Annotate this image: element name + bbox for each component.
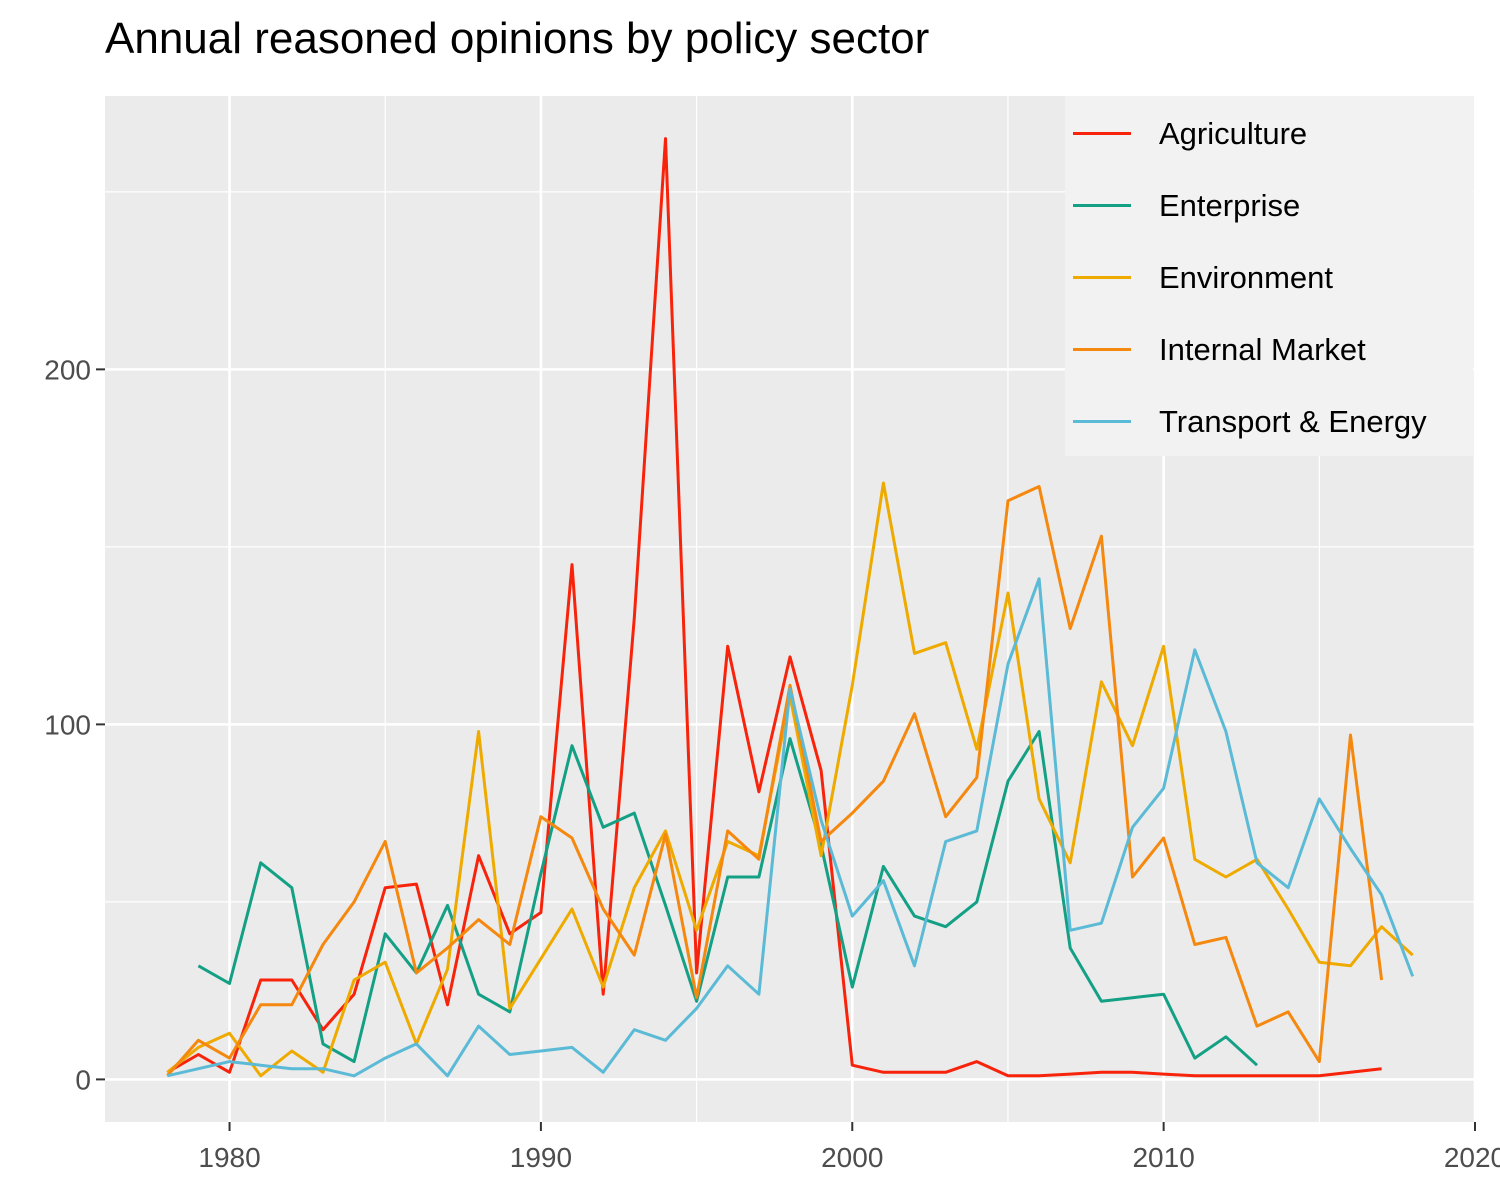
x-tick-label: 1980 — [198, 1142, 260, 1173]
legend-label: Agriculture — [1159, 116, 1308, 151]
legend-item: Agriculture — [1065, 114, 1473, 154]
series-line-internal-market — [166, 485, 1384, 1077]
y-tick-label: 0 — [75, 1064, 91, 1095]
legend-key — [1073, 132, 1131, 135]
series-line-transport-energy — [166, 577, 1415, 1078]
axes: 1980 1990 2000 2010 2020 0 100 200 — [44, 354, 1500, 1173]
legend-label: Transport & Energy — [1159, 404, 1427, 439]
x-tick-label: 2010 — [1132, 1142, 1194, 1173]
x-tick-label: 1990 — [510, 1142, 572, 1173]
x-tick-label: 2020 — [1444, 1142, 1500, 1173]
legend-key — [1073, 420, 1131, 423]
legend-key — [1073, 204, 1131, 207]
legend-key — [1073, 276, 1131, 279]
series-line-enterprise — [197, 730, 1259, 1067]
series-line-agriculture — [166, 137, 1382, 1078]
y-tick-label: 200 — [44, 354, 91, 385]
legend-key — [1073, 348, 1131, 351]
y-tick-label: 100 — [44, 709, 91, 740]
x-tick-label: 2000 — [821, 1142, 883, 1173]
legend-item: Transport & Energy — [1065, 402, 1473, 442]
legend-label: Environment — [1159, 260, 1334, 295]
legend-label: Internal Market — [1159, 332, 1366, 367]
legend-label: Enterprise — [1159, 188, 1301, 223]
legend-item: Environment — [1065, 258, 1473, 298]
legend-item: Internal Market — [1065, 330, 1473, 370]
chart-title: Annual reasoned opinions by policy secto… — [105, 14, 930, 63]
legend: Agriculture Enterprise Environment Internal… — [1065, 96, 1473, 456]
legend-item: Enterprise — [1065, 186, 1473, 226]
series-lines — [166, 137, 1415, 1078]
